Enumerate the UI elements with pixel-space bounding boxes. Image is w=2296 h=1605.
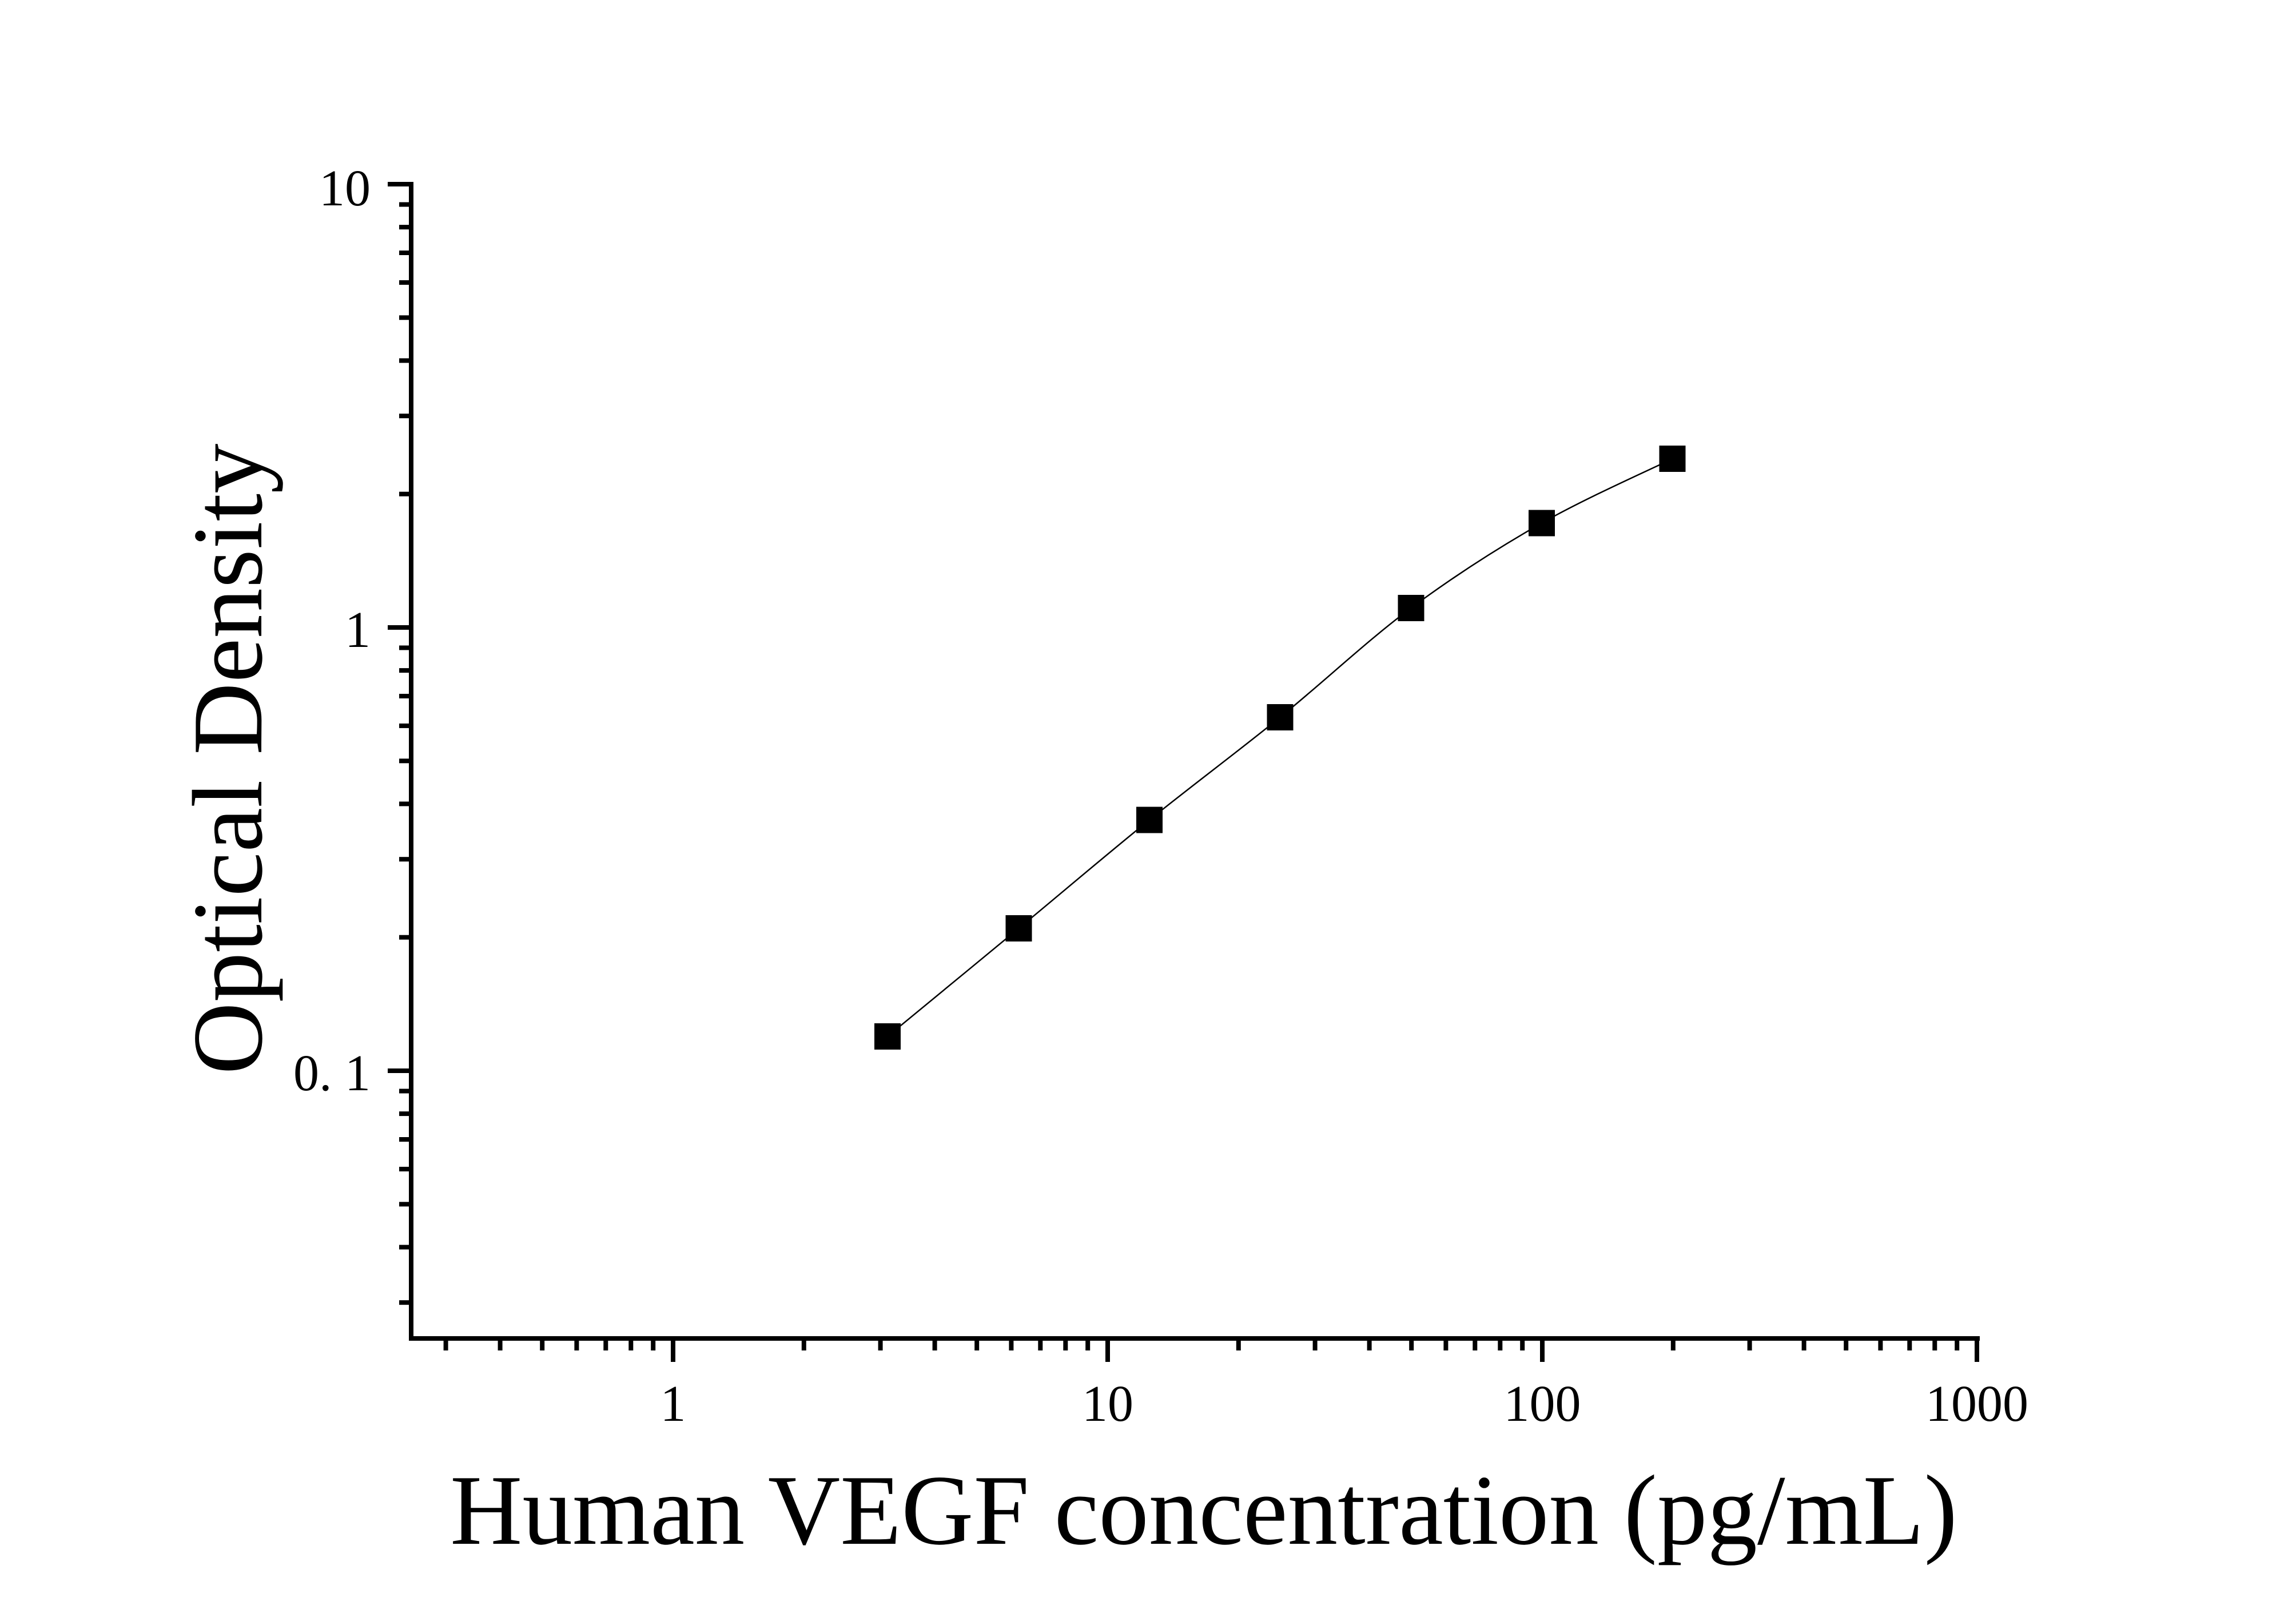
svg-text:Human VEGF concentration (pg/m: Human VEGF concentration (pg/mL) bbox=[450, 1455, 1957, 1566]
svg-text:100: 100 bbox=[1504, 1376, 1581, 1432]
svg-text:1: 1 bbox=[345, 602, 371, 658]
svg-text:1: 1 bbox=[660, 1376, 686, 1432]
svg-text:10: 10 bbox=[1082, 1376, 1133, 1432]
svg-text:10: 10 bbox=[319, 160, 371, 217]
svg-text:0. 1: 0. 1 bbox=[293, 1045, 371, 1102]
svg-text:Optical Density: Optical Density bbox=[172, 443, 283, 1074]
svg-text:1000: 1000 bbox=[1925, 1376, 2028, 1432]
